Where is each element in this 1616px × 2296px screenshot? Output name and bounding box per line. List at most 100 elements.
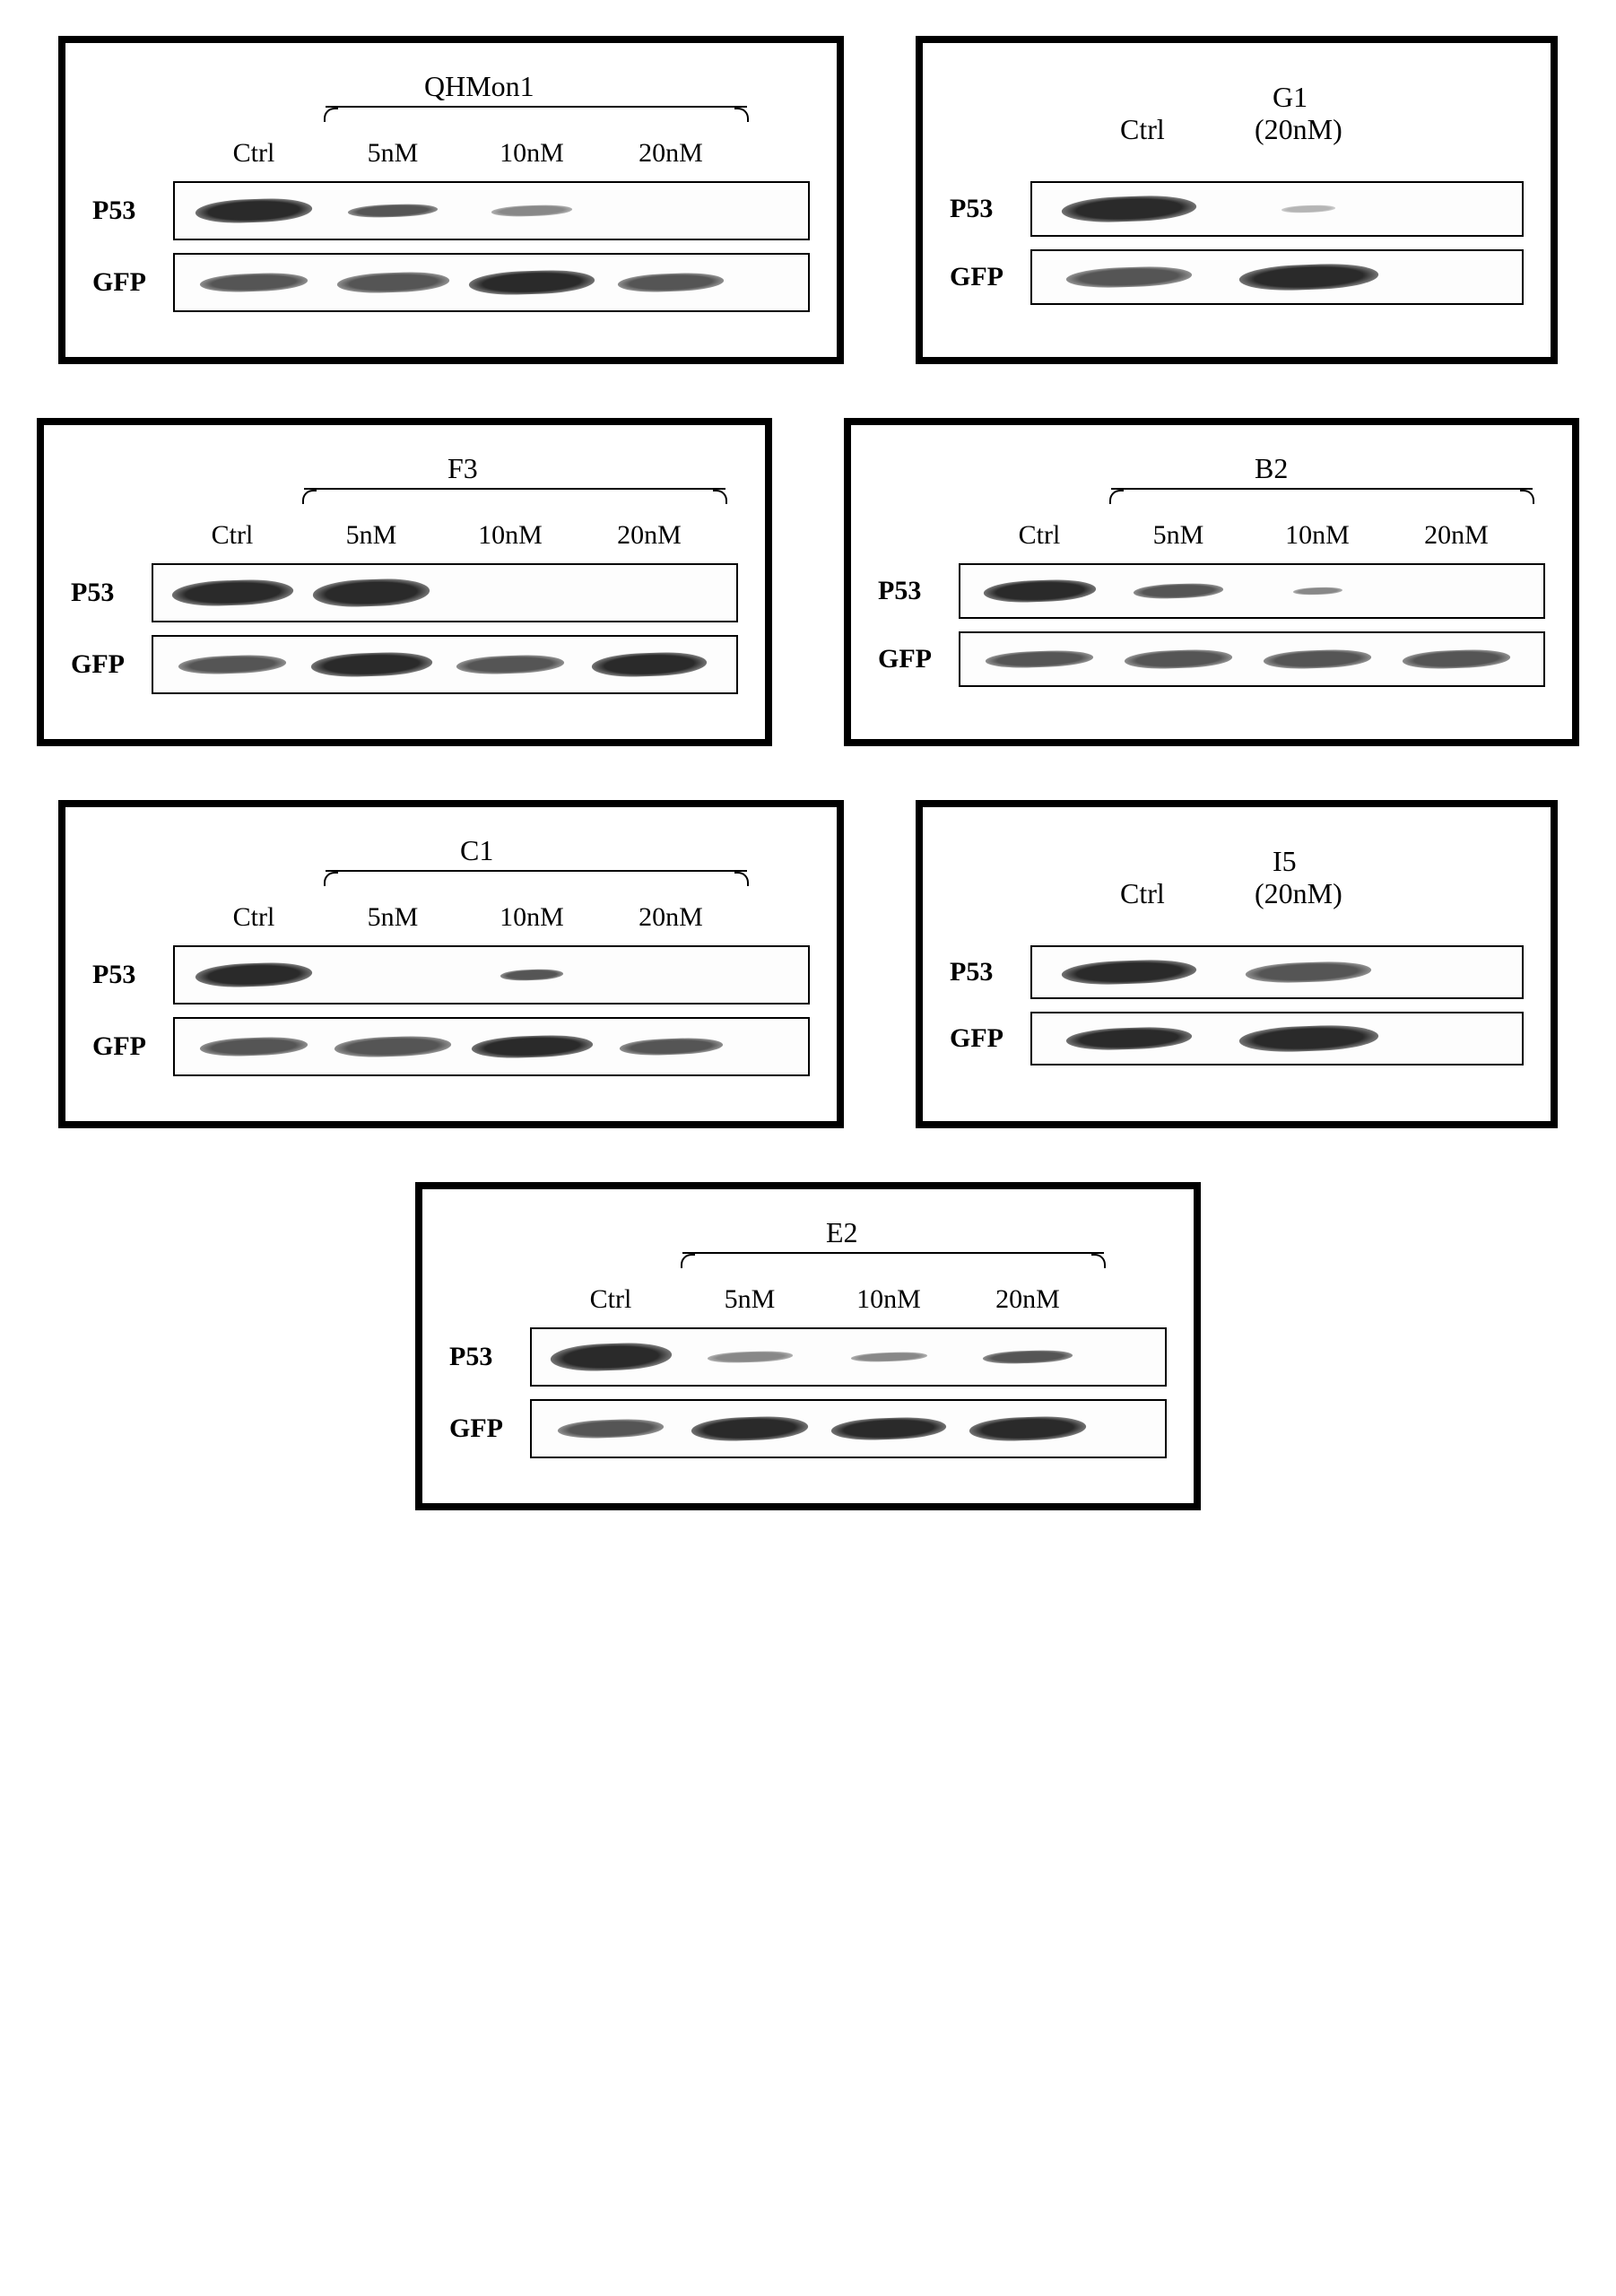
lane-label: 20nM — [604, 902, 738, 933]
blot-box — [152, 563, 738, 622]
band — [830, 1416, 946, 1441]
blot-lane — [439, 565, 582, 621]
band — [456, 654, 565, 675]
blot-lane — [968, 565, 1111, 617]
blot-lane — [1219, 183, 1398, 235]
blot-lane — [326, 255, 460, 310]
blot-lane — [182, 183, 326, 239]
treatment-label: E2 — [826, 1216, 858, 1249]
blot-lane — [182, 947, 326, 1003]
lane-label: 20nM — [604, 138, 738, 169]
lane-label: Ctrl — [539, 1284, 682, 1315]
blot-row-p53: P53 — [449, 1327, 1167, 1387]
blot-row-p53: P53 — [950, 181, 1524, 237]
panel-E2: E2 Ctrl5nM10nM20nM P53 GFP — [415, 1182, 1201, 1510]
blot-box — [1030, 181, 1524, 237]
blot-row-gfp: GFP — [950, 249, 1524, 305]
band — [1061, 194, 1196, 223]
blot-row-gfp: GFP — [449, 1399, 1167, 1458]
band — [471, 1034, 593, 1060]
blot-lane — [460, 255, 604, 310]
band — [200, 272, 308, 293]
blot-row-gfp: GFP — [71, 635, 738, 694]
band — [312, 578, 430, 609]
lane-label: Ctrl — [968, 520, 1111, 551]
panel-C1: C1Ctrl5nM10nM20nMP53GFP — [58, 800, 844, 1128]
blot-box — [1030, 945, 1524, 999]
band — [1125, 648, 1233, 670]
band — [178, 654, 287, 675]
treatment-label: G1 — [1273, 81, 1308, 114]
lane-label: 10nM — [460, 902, 604, 933]
blot-lane — [682, 1329, 817, 1385]
lane-label: 20nM — [582, 520, 717, 551]
blot-lane — [1039, 1013, 1219, 1064]
row-label-gfp: GFP — [92, 1031, 173, 1062]
blot-lane — [960, 1329, 1095, 1385]
treatment-label: QHMon1 — [424, 70, 534, 103]
blot-lane — [161, 565, 304, 621]
row-label-gfp: GFP — [878, 644, 959, 674]
lane-label: 20nM — [1389, 520, 1524, 551]
row-label-p53: P53 — [449, 1342, 530, 1372]
lane-labels: Ctrl5nM10nM20nM — [539, 1284, 1095, 1315]
band — [983, 1349, 1073, 1364]
band — [550, 1342, 672, 1373]
blot-lane — [460, 1019, 604, 1074]
blot-lane — [161, 637, 304, 692]
lane-label: 5nM — [304, 520, 439, 551]
row-label-p53: P53 — [71, 578, 152, 608]
lane-labels: Ctrl5nM10nM20nM — [182, 902, 738, 933]
band — [1282, 204, 1335, 213]
band — [591, 651, 707, 678]
treatment-label: I5 — [1273, 845, 1297, 878]
blot-box — [1030, 1012, 1524, 1065]
lane-labels: Ctrl5nM10nM20nM — [968, 520, 1524, 551]
blot-row-gfp: GFP — [950, 1012, 1524, 1065]
blot-box — [1030, 249, 1524, 305]
blot-box — [152, 635, 738, 694]
panel-G1: CtrlG1(20nM)P53GFP — [916, 36, 1558, 364]
blot-lane — [817, 1329, 960, 1385]
blot-lane — [326, 183, 460, 239]
blot-lane — [1219, 1013, 1398, 1064]
band — [691, 1415, 808, 1443]
lane-labels: Ctrl5nM10nM20nM — [182, 138, 738, 169]
blot-box — [959, 563, 1545, 619]
panel-header: F3Ctrl5nM10nM20nM — [71, 452, 738, 551]
band — [500, 969, 564, 981]
band — [200, 1036, 308, 1057]
bracket — [304, 488, 725, 502]
panel-header: C1Ctrl5nM10nM20nM — [92, 834, 810, 933]
blot-row-p53: P53 — [950, 945, 1524, 999]
band — [1292, 587, 1342, 596]
row-label-p53: P53 — [92, 196, 173, 226]
band — [850, 1352, 927, 1363]
blot-lane — [604, 947, 738, 1003]
bracket — [326, 106, 747, 120]
blot-lane — [604, 1019, 738, 1074]
panel-header: CtrlI5(20nM) — [950, 834, 1524, 933]
panel-I5: CtrlI5(20nM) P53 GFP — [916, 800, 1558, 1128]
blot-lane — [960, 1401, 1095, 1457]
bracket — [682, 1252, 1104, 1266]
lane-label: 5nM — [326, 138, 460, 169]
band — [1134, 582, 1224, 599]
band — [1238, 1023, 1378, 1053]
blot-lane — [1039, 947, 1219, 997]
band — [1264, 648, 1372, 670]
band — [310, 651, 432, 679]
panel-F3: F3Ctrl5nM10nM20nM P53 GFP — [37, 418, 772, 746]
blot-lane — [1219, 251, 1398, 303]
blot-row-gfp: GFP — [878, 631, 1545, 687]
row-label-gfp: GFP — [71, 649, 152, 680]
blot-lane — [604, 255, 738, 310]
blot-lane — [1111, 565, 1246, 617]
row-label-p53: P53 — [950, 957, 1030, 987]
blot-lane — [460, 947, 604, 1003]
panel-QHMon1: QHMon1Ctrl5nM10nM20nMP53GFP — [58, 36, 844, 364]
blot-lane — [968, 633, 1111, 685]
row-label-gfp: GFP — [950, 1023, 1030, 1054]
blot-lane — [817, 1401, 960, 1457]
band — [1245, 961, 1371, 985]
